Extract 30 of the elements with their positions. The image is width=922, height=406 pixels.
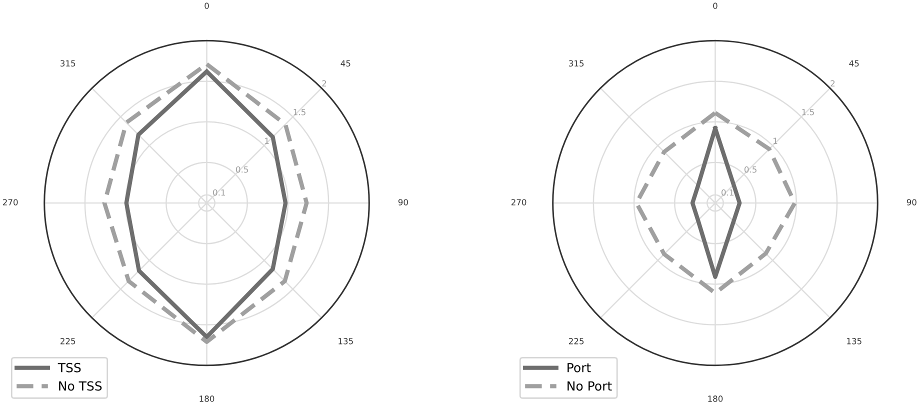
y-tick-label: 0.1 <box>722 189 734 196</box>
spoke-label: 135 <box>338 338 353 344</box>
y-tick-label: 1.5 <box>294 109 306 116</box>
y-tick-label: 2 <box>830 80 835 86</box>
spoke-label: 0 <box>713 2 718 9</box>
spoke-label: 180 <box>708 396 723 402</box>
legend-label: TSS <box>58 362 81 372</box>
spoke-label: 45 <box>849 60 859 67</box>
legend-label: No TSS <box>59 381 102 391</box>
y-tick-label: 0.1 <box>213 189 225 196</box>
spoke-label: 225 <box>569 338 584 344</box>
spoke-label: 270 <box>2 199 18 206</box>
legend-label: Port <box>568 363 591 372</box>
spoke-label: 45 <box>340 60 350 67</box>
y-tick-label: 1 <box>265 138 269 144</box>
spoke-label: 315 <box>569 60 584 67</box>
spoke-label: 135 <box>847 338 862 344</box>
spoke-label: 270 <box>511 199 526 206</box>
y-tick-label: 0.5 <box>236 166 248 173</box>
spoke-label: 225 <box>60 338 76 344</box>
y-tick-label: 1.5 <box>802 109 814 116</box>
legend-label: No Port <box>568 381 612 391</box>
y-tick-label: 2 <box>322 80 326 86</box>
y-tick-label: 1 <box>774 138 778 144</box>
spoke-label: 90 <box>906 199 916 206</box>
spoke-label: 0 <box>204 2 209 9</box>
spoke-label: 180 <box>200 396 214 402</box>
spoke-label: 90 <box>398 199 408 206</box>
spoke-label: 315 <box>60 60 76 67</box>
y-tick-label: 0.5 <box>744 166 756 173</box>
